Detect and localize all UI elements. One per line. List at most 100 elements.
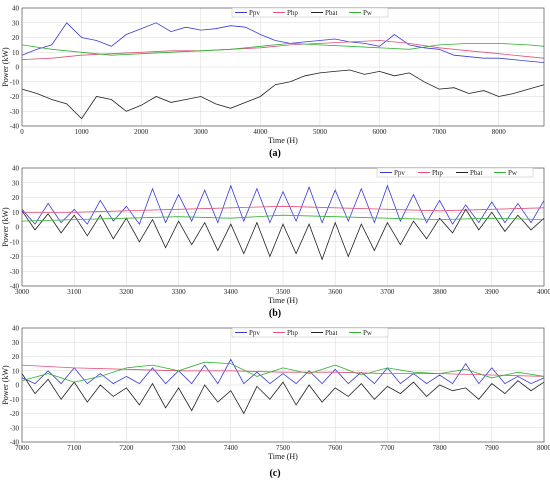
- x-tick-label: 3200: [119, 288, 134, 296]
- x-tick-label: 7600: [328, 444, 343, 452]
- y-tick-label: -20: [10, 253, 20, 261]
- y-tick-label: -20: [10, 410, 20, 418]
- y-tick-label: 30: [12, 19, 20, 27]
- legend-entry: Pbat: [470, 169, 483, 177]
- y-tick-label: 10: [12, 209, 20, 217]
- y-tick-label: 0: [16, 64, 20, 72]
- x-tick-label: 7500: [276, 444, 291, 452]
- legend-box: [376, 167, 534, 178]
- x-tick-label: 3100: [67, 288, 82, 296]
- series-line-pw: [21, 214, 545, 222]
- legend-entry: Pbat: [325, 329, 338, 337]
- x-tick-label: 4000: [537, 288, 550, 296]
- series-line-pw: [21, 42, 545, 56]
- y-tick-label: 0: [16, 382, 20, 390]
- panel-caption-a: (a): [269, 148, 281, 159]
- y-tick-label: -40: [10, 439, 20, 447]
- y-tick-label: -30: [10, 108, 20, 116]
- x-axis-label: Time (H): [268, 452, 298, 461]
- chart-panel-a: 0 1000 2000 3000 4000 5000 6000 7000 8000 -40 -30 -…: [1, 5, 545, 145]
- x-tick-label: 0: [20, 128, 24, 136]
- y-tick-label: -30: [10, 424, 20, 432]
- x-tick-label: 3400: [224, 288, 239, 296]
- series-line-ppv: [21, 22, 545, 63]
- legend-entry: Pw: [363, 9, 373, 17]
- series-line-pbat: [21, 69, 545, 120]
- x-tick-label: 3800: [433, 288, 448, 296]
- legend-entry: Pw: [508, 169, 518, 177]
- y-tick-label: -30: [10, 268, 20, 276]
- legend-entry: Ppv: [249, 329, 260, 337]
- y-tick-label: -10: [10, 396, 20, 404]
- series-line-pw: [21, 361, 545, 383]
- panel-caption-c: (c): [269, 468, 280, 479]
- legend-entry: Php: [287, 9, 298, 17]
- x-axis-label: Time (H): [268, 136, 298, 145]
- y-tick-label: -40: [10, 123, 20, 131]
- y-tick-label: 30: [12, 179, 20, 187]
- x-tick-label: 7000: [15, 444, 30, 452]
- series-line-pbat: [21, 373, 545, 415]
- y-tick-label: 30: [12, 339, 20, 347]
- legend-entry: Php: [287, 329, 298, 337]
- y-axis-label: Power (kW): [1, 207, 10, 247]
- series-line-ppv: [21, 184, 545, 225]
- x-tick-label: 8000: [537, 444, 550, 452]
- x-tick-label: 3300: [172, 288, 187, 296]
- legend: Ppv Php Pbat Pw: [231, 327, 389, 338]
- legend: Ppv Php Pbat Pw: [376, 167, 534, 178]
- panel-caption-b: (b): [269, 308, 281, 319]
- x-tick-label: 5000: [313, 128, 328, 136]
- x-tick-label: 2000: [134, 128, 149, 136]
- legend-entry: Pw: [363, 329, 373, 337]
- x-tick-label: 7400: [224, 444, 239, 452]
- legend: Ppv Php Pbat Pw: [231, 7, 389, 18]
- legend-entry: Php: [432, 169, 443, 177]
- legend-entry: Pbat: [325, 9, 338, 17]
- plot-area: [21, 167, 545, 287]
- series-line-pbat: [21, 208, 545, 261]
- chart-panel-b: 3000 3100 3200 3300 3400 3500 3600 3700 3800 3900…: [1, 165, 550, 306]
- legend-box: [231, 327, 389, 338]
- x-tick-label: 7200: [119, 444, 134, 452]
- x-tick-label: 1000: [75, 128, 90, 136]
- x-tick-label: 7800: [433, 444, 448, 452]
- y-axis-label: Power (kW): [1, 365, 10, 405]
- y-tick-label: 10: [12, 49, 20, 57]
- x-tick-label: 7900: [485, 444, 500, 452]
- y-tick-label: 20: [12, 34, 20, 42]
- y-tick-label: 0: [16, 224, 20, 232]
- legend-box: [231, 7, 389, 18]
- y-tick-label: 10: [12, 367, 20, 375]
- x-tick-label: 4000: [253, 128, 268, 136]
- x-tick-label: 3000: [194, 128, 209, 136]
- series-line-php: [21, 364, 545, 377]
- y-tick-label: 40: [12, 165, 20, 173]
- chart-panel-c: 7000 7100 7200 7300 7400 7500 7600 7700 7800 7900…: [1, 325, 550, 462]
- y-tick-label: -20: [10, 93, 20, 101]
- x-tick-label: 3700: [380, 288, 395, 296]
- series-line-php: [21, 40, 545, 60]
- y-tick-label: 40: [12, 5, 20, 13]
- x-axis-label: Time (H): [268, 296, 298, 305]
- y-tick-label: -40: [10, 283, 20, 291]
- series-line-ppv: [21, 358, 545, 385]
- legend-entry: Ppv: [249, 9, 260, 17]
- y-tick-label: 20: [12, 194, 20, 202]
- y-tick-label: 40: [12, 325, 20, 333]
- y-tick-label: 20: [12, 353, 20, 361]
- x-tick-label: 7100: [67, 444, 82, 452]
- legend-entry: Ppv: [394, 169, 405, 177]
- x-tick-label: 8000: [492, 128, 507, 136]
- x-tick-label: 7300: [172, 444, 187, 452]
- x-tick-label: 3600: [328, 288, 343, 296]
- y-tick-label: -10: [10, 78, 20, 86]
- x-tick-label: 3000: [15, 288, 30, 296]
- series-line-php: [22, 205, 545, 213]
- x-tick-label: 7000: [432, 128, 447, 136]
- y-tick-label: -10: [10, 238, 20, 246]
- x-tick-label: 3900: [485, 288, 500, 296]
- x-tick-label: 7700: [380, 444, 395, 452]
- x-tick-label: 6000: [373, 128, 388, 136]
